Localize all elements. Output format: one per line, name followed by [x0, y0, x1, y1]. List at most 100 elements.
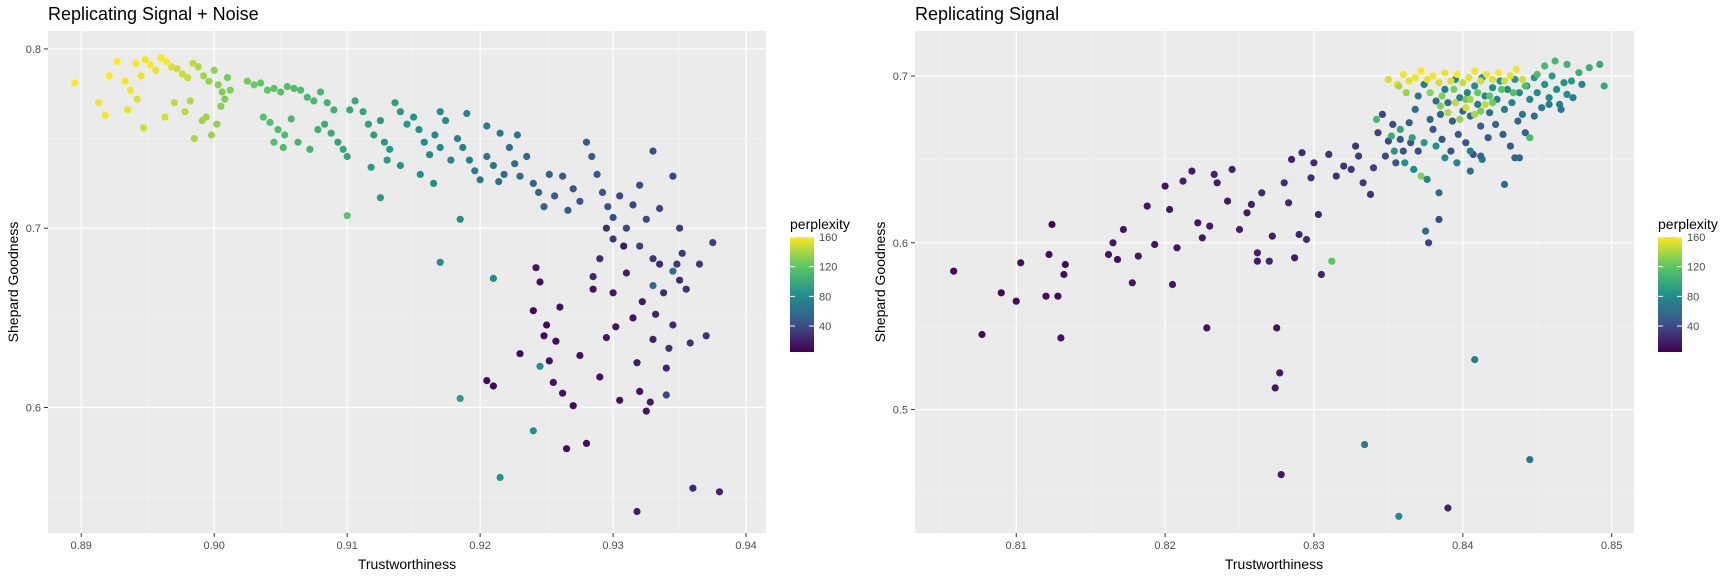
data-point	[1448, 117, 1456, 125]
data-point	[1113, 255, 1122, 264]
data-point	[415, 126, 423, 134]
data-point	[105, 72, 113, 80]
x-tick-label: 0.91	[336, 540, 357, 552]
data-point	[1557, 105, 1565, 113]
x-tick-label: 0.82	[1154, 540, 1175, 552]
data-point	[1411, 74, 1419, 82]
data-point	[1518, 110, 1526, 118]
data-point	[559, 389, 567, 397]
data-point	[250, 81, 258, 89]
data-point	[1553, 85, 1561, 93]
data-point	[1151, 240, 1159, 249]
data-point	[270, 138, 278, 146]
data-point	[1280, 179, 1288, 187]
data-point	[1500, 77, 1509, 85]
data-point	[588, 152, 596, 161]
data-point	[323, 99, 331, 107]
data-point	[1465, 74, 1473, 82]
data-point	[505, 143, 513, 152]
data-point	[178, 70, 186, 78]
data-point	[536, 362, 544, 370]
data-point	[1426, 115, 1434, 123]
data-point	[1466, 167, 1474, 175]
data-point	[376, 117, 384, 125]
data-point	[1206, 222, 1214, 230]
data-point	[157, 54, 165, 62]
data-point	[1361, 441, 1369, 449]
x-axis-title: Trustworthiness	[358, 556, 456, 572]
data-point	[1497, 85, 1506, 93]
data-point	[364, 120, 372, 128]
data-points	[950, 57, 1608, 520]
data-point	[1423, 175, 1431, 183]
data-point	[649, 282, 657, 290]
data-point	[1444, 504, 1452, 512]
data-point	[642, 215, 650, 223]
data-point	[689, 484, 697, 492]
data-point	[1466, 95, 1474, 103]
data-point	[463, 109, 471, 118]
data-point	[317, 88, 325, 96]
data-point	[1526, 456, 1534, 464]
data-point	[290, 84, 298, 92]
data-points	[71, 54, 724, 516]
data-point	[682, 285, 690, 293]
data-point	[1228, 165, 1236, 173]
legend-title: perplexity	[1658, 216, 1718, 232]
data-point	[1399, 70, 1407, 78]
data-point	[430, 179, 438, 187]
data-point	[1235, 225, 1244, 234]
data-point	[551, 192, 559, 200]
data-point	[1575, 69, 1583, 77]
data-point	[1012, 297, 1020, 305]
data-point	[1533, 70, 1541, 78]
data-point	[1471, 67, 1479, 75]
data-point	[1596, 60, 1604, 68]
data-point	[1352, 142, 1360, 150]
data-point	[1276, 369, 1284, 377]
data-point	[133, 95, 141, 103]
data-point	[1161, 182, 1169, 190]
data-point	[1359, 179, 1367, 187]
data-point	[636, 387, 644, 395]
data-point	[1422, 227, 1430, 235]
data-point	[140, 124, 148, 132]
data-point	[194, 63, 202, 71]
data-point	[609, 235, 617, 243]
plot-background	[915, 31, 1634, 533]
legend-colorbar	[1658, 237, 1682, 352]
data-point	[576, 351, 584, 360]
data-point	[471, 167, 479, 175]
data-point	[126, 86, 134, 94]
data-point	[1395, 512, 1403, 520]
data-point	[1453, 159, 1461, 167]
data-point	[1578, 80, 1586, 88]
chart-title: Replicating Signal + Noise	[48, 4, 259, 24]
data-point	[1471, 82, 1479, 90]
data-point	[636, 242, 644, 250]
data-point	[1509, 89, 1517, 97]
data-point	[1253, 249, 1261, 257]
data-point	[1402, 89, 1410, 97]
legend-tick-label: 120	[819, 262, 837, 274]
data-point	[1462, 139, 1470, 147]
data-point	[359, 108, 367, 116]
data-point	[1410, 165, 1418, 173]
data-point	[367, 163, 375, 171]
data-point	[1417, 172, 1425, 180]
data-point	[1042, 292, 1050, 300]
x-axis-title: Trustworthiness	[1225, 556, 1323, 572]
y-axis-ticks: 0.6 0.7 0.8	[26, 44, 48, 415]
data-point	[71, 79, 79, 87]
data-point	[200, 72, 208, 80]
data-point	[652, 310, 660, 318]
data-point	[476, 176, 484, 184]
data-point	[629, 314, 637, 322]
data-point	[346, 106, 354, 114]
data-point	[1489, 99, 1497, 107]
data-point	[489, 382, 497, 390]
data-point	[189, 59, 197, 67]
data-point	[609, 289, 617, 297]
data-point	[536, 278, 544, 286]
data-point	[132, 59, 140, 67]
